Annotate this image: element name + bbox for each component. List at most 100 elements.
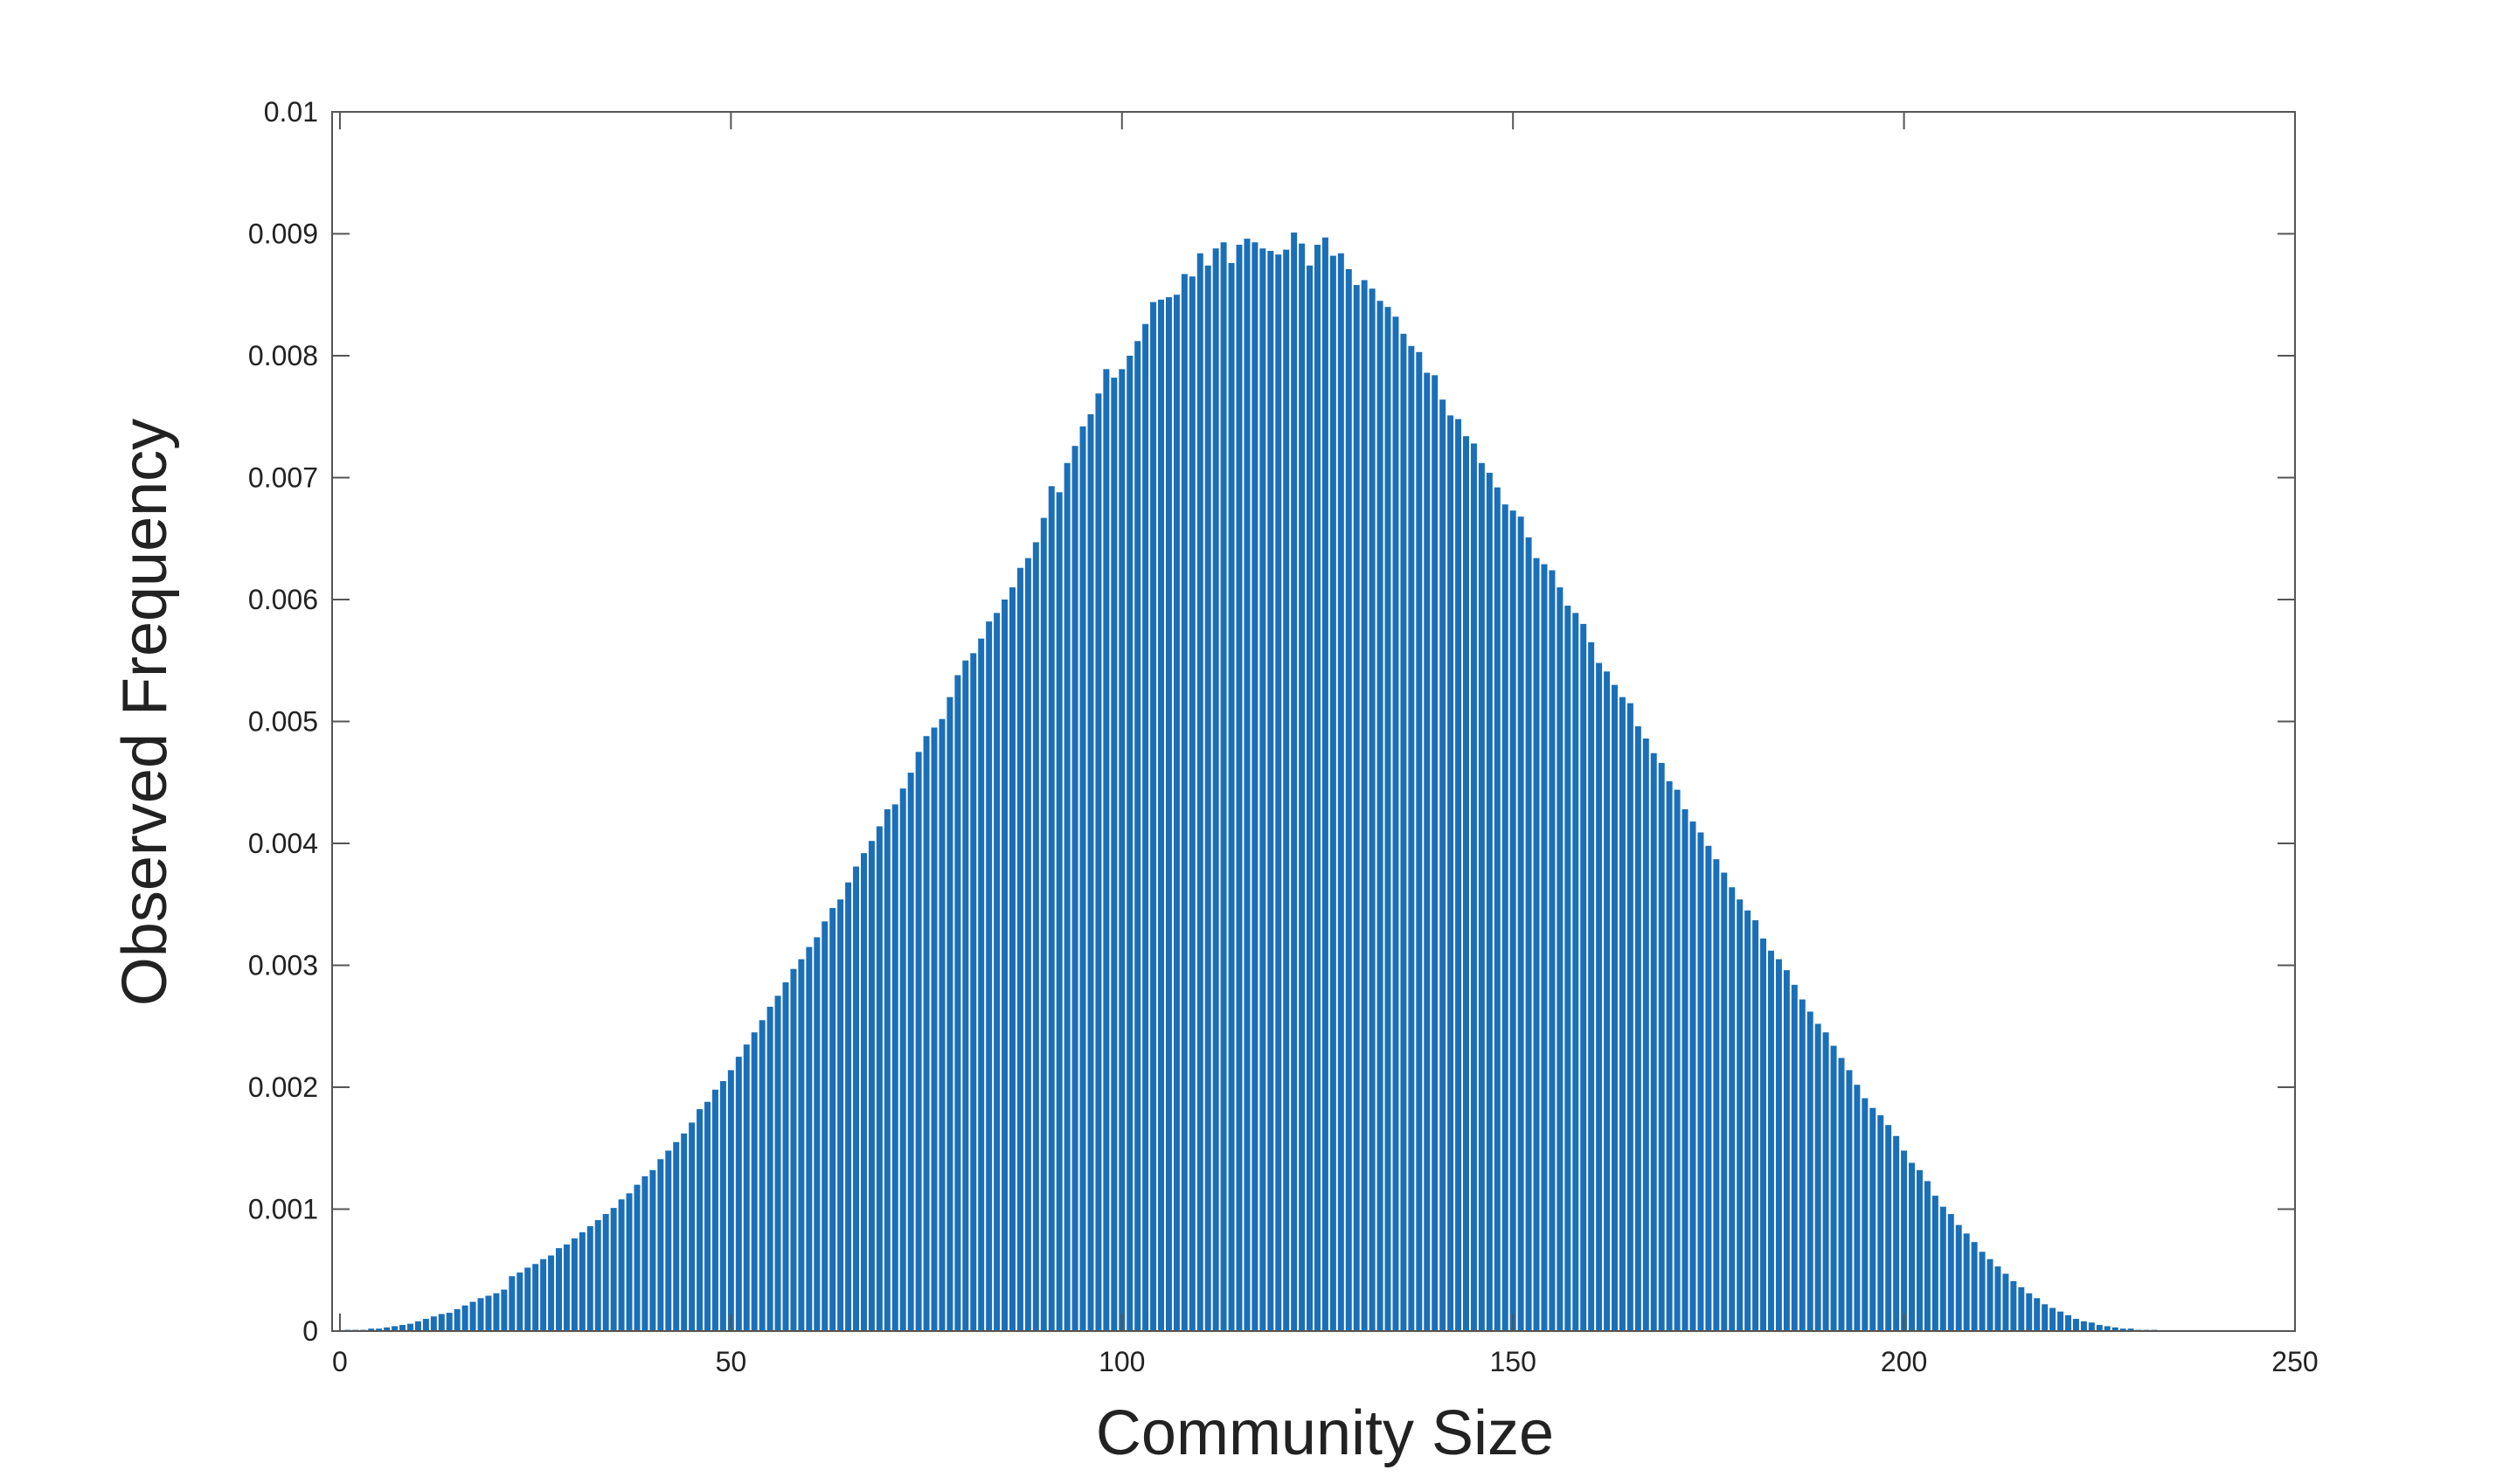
bar: [1196, 253, 1203, 1331]
bar: [1447, 415, 1454, 1331]
bar: [524, 1267, 531, 1331]
bar: [2072, 1319, 2079, 1331]
bar: [509, 1276, 516, 1331]
bar: [1463, 436, 1469, 1331]
bar: [1314, 245, 1321, 1331]
bar: [1127, 356, 1134, 1331]
bar: [634, 1184, 641, 1331]
bar: [1321, 237, 1328, 1332]
bar: [860, 853, 867, 1331]
bar: [657, 1159, 664, 1331]
bar: [1353, 285, 1360, 1332]
bar: [1642, 739, 1649, 1331]
bar: [1987, 1259, 1993, 1331]
bar: [1681, 808, 1688, 1331]
bar: [1432, 375, 1439, 1331]
bar: [501, 1289, 508, 1331]
bar: [1979, 1252, 1986, 1331]
bar: [1612, 684, 1618, 1331]
bar: [1252, 242, 1258, 1331]
bar: [673, 1141, 680, 1331]
bar: [1040, 517, 1047, 1331]
bar: [493, 1293, 500, 1331]
bar: [1016, 567, 1023, 1331]
bar: [1564, 605, 1571, 1331]
bar: [1744, 910, 1751, 1331]
tick-labels-group: 0 50 100 150 200 250 0 0.001 0.002 0.003 0.004 0.00…: [248, 96, 2319, 1377]
bar: [1509, 510, 1516, 1331]
bar: [822, 921, 829, 1331]
bar: [1103, 369, 1110, 1332]
bar: [376, 1328, 383, 1331]
y-axis-label: Observed Frequency: [110, 419, 180, 1006]
bar: [2018, 1286, 2025, 1331]
bar: [1478, 462, 1485, 1331]
bar: [759, 1020, 766, 1331]
bar: [735, 1057, 742, 1332]
bar: [946, 697, 953, 1331]
bar: [2010, 1280, 2017, 1331]
bar: [618, 1199, 625, 1331]
bar: [1955, 1224, 1962, 1331]
bar: [477, 1298, 484, 1331]
y-tick-label: 0.004: [248, 828, 318, 859]
bar: [1901, 1150, 1908, 1331]
bar: [1909, 1162, 1916, 1331]
bar: [1361, 280, 1368, 1331]
bar: [649, 1169, 656, 1331]
axes-frame: [331, 111, 2296, 1332]
bar: [626, 1193, 633, 1331]
bar: [1119, 369, 1126, 1332]
bar: [782, 982, 789, 1331]
y-tick-label: 0: [302, 1315, 318, 1347]
bar: [602, 1214, 609, 1331]
x-axis-label: Community Size: [1096, 1398, 1554, 1468]
y-tick-label: 0.005: [248, 706, 318, 738]
bar: [2002, 1273, 2009, 1331]
bar: [907, 773, 914, 1331]
bar: [2104, 1326, 2111, 1331]
bar: [1806, 1011, 1813, 1331]
bar: [1799, 999, 1806, 1331]
bar: [1150, 302, 1157, 1331]
bar: [766, 1006, 773, 1331]
bar: [1971, 1242, 1978, 1331]
bar: [1291, 232, 1298, 1331]
bar: [1228, 262, 1235, 1332]
bar: [1173, 295, 1180, 1331]
bar: [1830, 1045, 1837, 1331]
bar: [399, 1325, 406, 1331]
bar: [1087, 413, 1094, 1332]
bar: [2088, 1322, 2095, 1331]
bar: [1674, 789, 1681, 1331]
bar: [1588, 641, 1595, 1331]
bar: [438, 1314, 445, 1331]
bar: [1619, 697, 1626, 1331]
bar: [1783, 970, 1790, 1331]
bar: [994, 613, 1001, 1331]
bar: [2080, 1321, 2087, 1331]
bar: [1470, 443, 1477, 1331]
bar: [540, 1259, 547, 1331]
bar: [1557, 587, 1564, 1331]
bar: [2096, 1325, 2103, 1331]
bar: [2034, 1298, 2041, 1331]
bar: [1244, 239, 1251, 1332]
bar: [1580, 623, 1587, 1331]
y-tick-label: 0.009: [248, 218, 318, 250]
bar: [384, 1327, 391, 1331]
bar: [1917, 1169, 1923, 1331]
bar: [1424, 372, 1431, 1331]
bar: [986, 621, 993, 1331]
bar: [868, 841, 875, 1331]
bar: [1838, 1058, 1845, 1331]
x-tick-label: 250: [2271, 1346, 2318, 1377]
bar: [837, 899, 844, 1331]
bar: [1814, 1023, 1821, 1331]
bar: [469, 1301, 476, 1331]
bar: [1024, 558, 1031, 1331]
bar: [1392, 316, 1399, 1331]
bar: [446, 1313, 453, 1331]
bar: [1275, 254, 1282, 1332]
bar: [2127, 1328, 2134, 1331]
